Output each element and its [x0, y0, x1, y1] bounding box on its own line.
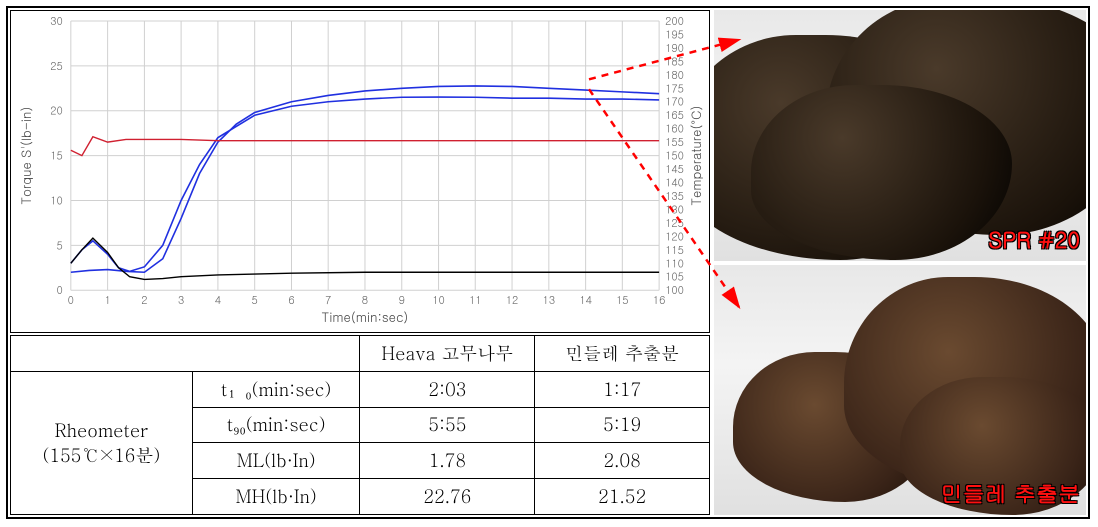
- svg-text:190: 190: [665, 41, 684, 56]
- svg-text:105: 105: [665, 270, 684, 285]
- chart-svg: 0 5 10 15 20 25 30 100 105 110 115 120 1…: [11, 11, 709, 330]
- svg-text:135: 135: [665, 189, 684, 204]
- svg-text:15: 15: [616, 293, 629, 308]
- svg-text:12: 12: [506, 293, 519, 308]
- svg-text:175: 175: [665, 81, 684, 96]
- cell-val: 1.78: [360, 443, 535, 479]
- cell-val: 5:19: [535, 407, 710, 443]
- svg-text:20: 20: [50, 104, 63, 119]
- figure-container: 0 5 10 15 20 25 30 100 105 110 115 120 1…: [6, 6, 1090, 519]
- row-header: Rheometer (155℃×16분): [11, 371, 193, 514]
- cell-val: 2:03: [360, 371, 535, 407]
- y-left-axis-label: Torque S'(lb-in): [16, 107, 35, 205]
- svg-text:4: 4: [215, 293, 222, 308]
- svg-text:7: 7: [325, 293, 331, 308]
- table-header-row: Heava 고무나무 민들레 추출분: [11, 336, 710, 372]
- svg-text:5: 5: [57, 238, 63, 253]
- svg-text:130: 130: [665, 202, 684, 217]
- sample-photo-bottom: 민들레 추출분: [714, 265, 1086, 516]
- svg-text:0: 0: [68, 293, 74, 308]
- cell-param: MH(lb·In): [192, 479, 360, 515]
- left-column: 0 5 10 15 20 25 30 100 105 110 115 120 1…: [10, 10, 710, 515]
- svg-text:5: 5: [252, 293, 258, 308]
- row-header-l1: Rheometer: [55, 418, 149, 443]
- svg-text:140: 140: [665, 175, 684, 190]
- svg-text:195: 195: [665, 27, 684, 42]
- cell-val: 2.08: [535, 443, 710, 479]
- cell-param: ML(lb·In): [192, 443, 360, 479]
- svg-text:10: 10: [432, 293, 445, 308]
- col-dandelion: 민들레 추출분: [535, 336, 710, 372]
- svg-text:10: 10: [50, 193, 63, 208]
- x-axis-label: Time(min:sec): [322, 307, 409, 326]
- svg-text:100: 100: [665, 283, 684, 298]
- svg-text:3: 3: [178, 293, 184, 308]
- photo-label-bottom: 민들레 추출분: [941, 478, 1080, 509]
- row-header-l2: (155℃×16분): [42, 443, 160, 468]
- svg-text:9: 9: [399, 293, 405, 308]
- cell-val: 21.52: [535, 479, 710, 515]
- svg-text:16: 16: [653, 293, 666, 308]
- svg-text:6: 6: [288, 293, 294, 308]
- sample-photo-top: SPR #20: [714, 10, 1086, 261]
- svg-text:1: 1: [104, 293, 110, 308]
- svg-text:150: 150: [665, 149, 684, 164]
- cell-val: 22.76: [360, 479, 535, 515]
- y-right-axis-label: Temperature(°C): [686, 106, 705, 206]
- svg-text:200: 200: [665, 14, 684, 29]
- svg-text:13: 13: [543, 293, 556, 308]
- rheometer-chart: 0 5 10 15 20 25 30 100 105 110 115 120 1…: [10, 10, 710, 333]
- svg-text:145: 145: [665, 162, 684, 177]
- table-row: Rheometer (155℃×16분) t₁₀(min:sec) 2:03 1…: [11, 371, 710, 407]
- svg-text:0: 0: [57, 283, 63, 298]
- cell-param: t₉₀(min:sec): [192, 407, 360, 443]
- photo-label-top: SPR #20: [988, 224, 1080, 255]
- cell-val: 5:55: [360, 407, 535, 443]
- cell-val: 1:17: [535, 371, 710, 407]
- svg-text:170: 170: [665, 95, 684, 110]
- svg-text:155: 155: [665, 135, 684, 150]
- right-column: SPR #20 민들레 추출분: [714, 10, 1086, 515]
- svg-text:2: 2: [141, 293, 147, 308]
- svg-text:14: 14: [579, 293, 592, 308]
- svg-text:120: 120: [665, 229, 684, 244]
- svg-text:8: 8: [362, 293, 368, 308]
- svg-text:165: 165: [665, 108, 684, 123]
- svg-text:30: 30: [50, 14, 63, 29]
- col-heava: Heava 고무나무: [360, 336, 535, 372]
- cell-param: t₁₀(min:sec): [192, 371, 360, 407]
- svg-text:25: 25: [50, 59, 63, 74]
- svg-text:125: 125: [665, 216, 684, 231]
- svg-text:185: 185: [665, 54, 684, 69]
- svg-text:180: 180: [665, 68, 684, 83]
- svg-text:115: 115: [665, 243, 684, 258]
- svg-text:11: 11: [469, 293, 482, 308]
- rheometer-table: Heava 고무나무 민들레 추출분 Rheometer (155℃×16분) …: [10, 335, 710, 515]
- svg-text:110: 110: [665, 256, 684, 271]
- svg-text:160: 160: [665, 122, 684, 137]
- svg-text:15: 15: [50, 149, 63, 164]
